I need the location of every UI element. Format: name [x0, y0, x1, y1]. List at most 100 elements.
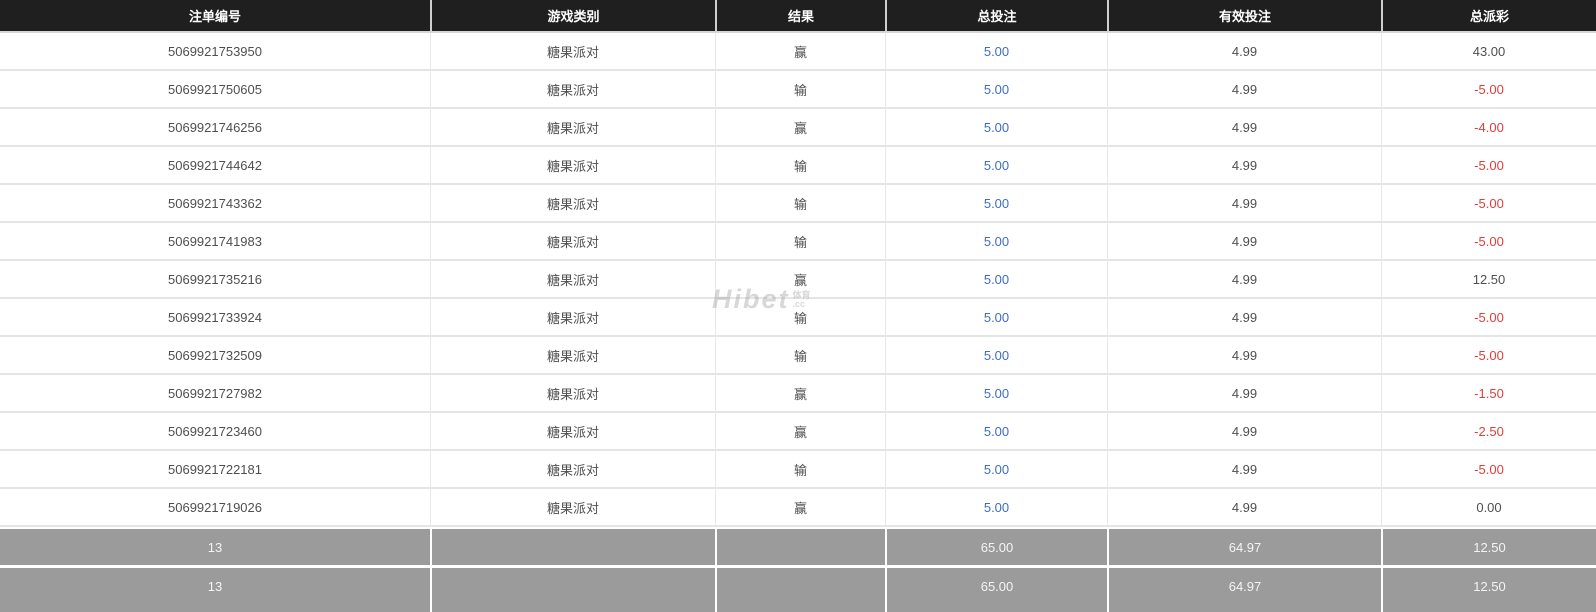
cell-valid-bet: 4.99 — [1107, 71, 1381, 109]
cell-valid-bet: 4.99 — [1107, 375, 1381, 413]
table-row: 5069921750605 糖果派对输 5.00 4.99 -5.00 — [0, 71, 1596, 109]
cell-result: 输 — [715, 71, 885, 109]
table-row: 5069921746256 糖果派对赢 5.00 4.99 -4.00 — [0, 109, 1596, 147]
cell-bet-id: 5069921727982 — [0, 375, 430, 413]
cell-total-bet[interactable]: 5.00 — [885, 489, 1107, 527]
summary-cell-valid-bet: 64.97 — [1107, 568, 1381, 612]
cell-result: 赢 — [715, 413, 885, 451]
cell-payout: -5.00 — [1381, 223, 1596, 261]
table-row: 5069921744642 糖果派对输 5.00 4.99 -5.00 — [0, 147, 1596, 185]
cell-valid-bet: 4.99 — [1107, 147, 1381, 185]
cell-result: 赢 — [715, 33, 885, 71]
cell-bet-id: 5069921744642 — [0, 147, 430, 185]
cell-valid-bet: 4.99 — [1107, 223, 1381, 261]
table-body: 5069921753950 糖果派对赢 5.00 4.99 43.00 506992175… — [0, 33, 1596, 527]
table-row: 5069921743362 糖果派对输 5.00 4.99 -5.00 — [0, 185, 1596, 223]
summary-cell-total-bet: 65.00 — [885, 529, 1107, 565]
cell-payout: -2.50 — [1381, 413, 1596, 451]
summary-cell-bet-id: 13 — [0, 529, 430, 565]
summary-row: 13 65.00 64.97 12.50 — [0, 527, 1596, 565]
cell-payout: -5.00 — [1381, 451, 1596, 489]
table-row: 5069921722181 糖果派对输 5.00 4.99 -5.00 — [0, 451, 1596, 489]
cell-total-bet[interactable]: 5.00 — [885, 375, 1107, 413]
cell-game: 糖果派对 — [430, 451, 715, 489]
cell-bet-id: 5069921723460 — [0, 413, 430, 451]
cell-payout: -5.00 — [1381, 337, 1596, 375]
summary-cell-result — [715, 568, 885, 612]
summary-row: 13 65.00 64.97 12.50 — [0, 565, 1596, 612]
table-row: 5069921732509 糖果派对输 5.00 4.99 -5.00 — [0, 337, 1596, 375]
summary-cell-bet-id: 13 — [0, 568, 430, 612]
cell-result: 赢 — [715, 261, 885, 299]
cell-valid-bet: 4.99 — [1107, 413, 1381, 451]
cell-total-bet[interactable]: 5.00 — [885, 71, 1107, 109]
column-header-valid-bet: 有效投注 — [1107, 0, 1381, 31]
cell-bet-id: 5069921750605 — [0, 71, 430, 109]
cell-game: 糖果派对 — [430, 261, 715, 299]
column-header-bet-id: 注单编号 — [0, 0, 430, 31]
cell-valid-bet: 4.99 — [1107, 261, 1381, 299]
cell-game: 糖果派对 — [430, 109, 715, 147]
cell-game: 糖果派对 — [430, 489, 715, 527]
column-header-result: 结果 — [715, 0, 885, 31]
cell-bet-id: 5069921746256 — [0, 109, 430, 147]
cell-valid-bet: 4.99 — [1107, 109, 1381, 147]
cell-result: 输 — [715, 223, 885, 261]
cell-game: 糖果派对 — [430, 223, 715, 261]
cell-bet-id: 5069921733924 — [0, 299, 430, 337]
cell-valid-bet: 4.99 — [1107, 185, 1381, 223]
cell-bet-id: 5069921719026 — [0, 489, 430, 527]
cell-valid-bet: 4.99 — [1107, 337, 1381, 375]
cell-total-bet[interactable]: 5.00 — [885, 413, 1107, 451]
table-row: 5069921719026 糖果派对赢 5.00 4.99 0.00 — [0, 489, 1596, 527]
cell-bet-id: 5069921735216 — [0, 261, 430, 299]
cell-total-bet[interactable]: 5.00 — [885, 33, 1107, 71]
cell-game: 糖果派对 — [430, 71, 715, 109]
summary-cell-total-bet: 65.00 — [885, 568, 1107, 612]
table-row: 5069921723460 糖果派对赢 5.00 4.99 -2.50 — [0, 413, 1596, 451]
cell-payout: 12.50 — [1381, 261, 1596, 299]
cell-valid-bet: 4.99 — [1107, 33, 1381, 71]
cell-bet-id: 5069921722181 — [0, 451, 430, 489]
cell-bet-id: 5069921743362 — [0, 185, 430, 223]
column-header-payout: 总派彩 — [1381, 0, 1596, 31]
cell-bet-id: 5069921741983 — [0, 223, 430, 261]
cell-game: 糖果派对 — [430, 337, 715, 375]
cell-total-bet[interactable]: 5.00 — [885, 337, 1107, 375]
cell-total-bet[interactable]: 5.00 — [885, 261, 1107, 299]
cell-valid-bet: 4.99 — [1107, 451, 1381, 489]
cell-total-bet[interactable]: 5.00 — [885, 223, 1107, 261]
cell-payout: -5.00 — [1381, 299, 1596, 337]
table-row: 5069921733924 糖果派对输 5.00 4.99 -5.00 — [0, 299, 1596, 337]
cell-total-bet[interactable]: 5.00 — [885, 147, 1107, 185]
cell-total-bet[interactable]: 5.00 — [885, 109, 1107, 147]
summary-cell-result — [715, 529, 885, 565]
cell-result: 输 — [715, 147, 885, 185]
table-row: 5069921735216 糖果派对赢 5.00 4.99 12.50 — [0, 261, 1596, 299]
summary-cell-valid-bet: 64.97 — [1107, 529, 1381, 565]
cell-payout: -5.00 — [1381, 71, 1596, 109]
cell-valid-bet: 4.99 — [1107, 299, 1381, 337]
cell-payout: -5.00 — [1381, 185, 1596, 223]
cell-total-bet[interactable]: 5.00 — [885, 185, 1107, 223]
cell-result: 输 — [715, 299, 885, 337]
table-row: 5069921727982 糖果派对赢 5.00 4.99 -1.50 — [0, 375, 1596, 413]
cell-payout: -5.00 — [1381, 147, 1596, 185]
table-row: 5069921753950 糖果派对赢 5.00 4.99 43.00 — [0, 33, 1596, 71]
table-summary: 13 65.00 64.97 12.50 13 65.00 64.97 12.50 — [0, 527, 1596, 612]
summary-cell-payout: 12.50 — [1381, 568, 1596, 612]
cell-result: 赢 — [715, 109, 885, 147]
cell-result: 赢 — [715, 375, 885, 413]
column-header-total-bet: 总投注 — [885, 0, 1107, 31]
cell-total-bet[interactable]: 5.00 — [885, 451, 1107, 489]
cell-game: 糖果派对 — [430, 375, 715, 413]
summary-cell-game — [430, 529, 715, 565]
cell-payout: -4.00 — [1381, 109, 1596, 147]
cell-total-bet[interactable]: 5.00 — [885, 299, 1107, 337]
cell-bet-id: 5069921753950 — [0, 33, 430, 71]
summary-cell-payout: 12.50 — [1381, 529, 1596, 565]
cell-game: 糖果派对 — [430, 299, 715, 337]
cell-game: 糖果派对 — [430, 147, 715, 185]
table-row: 5069921741983 糖果派对输 5.00 4.99 -5.00 — [0, 223, 1596, 261]
